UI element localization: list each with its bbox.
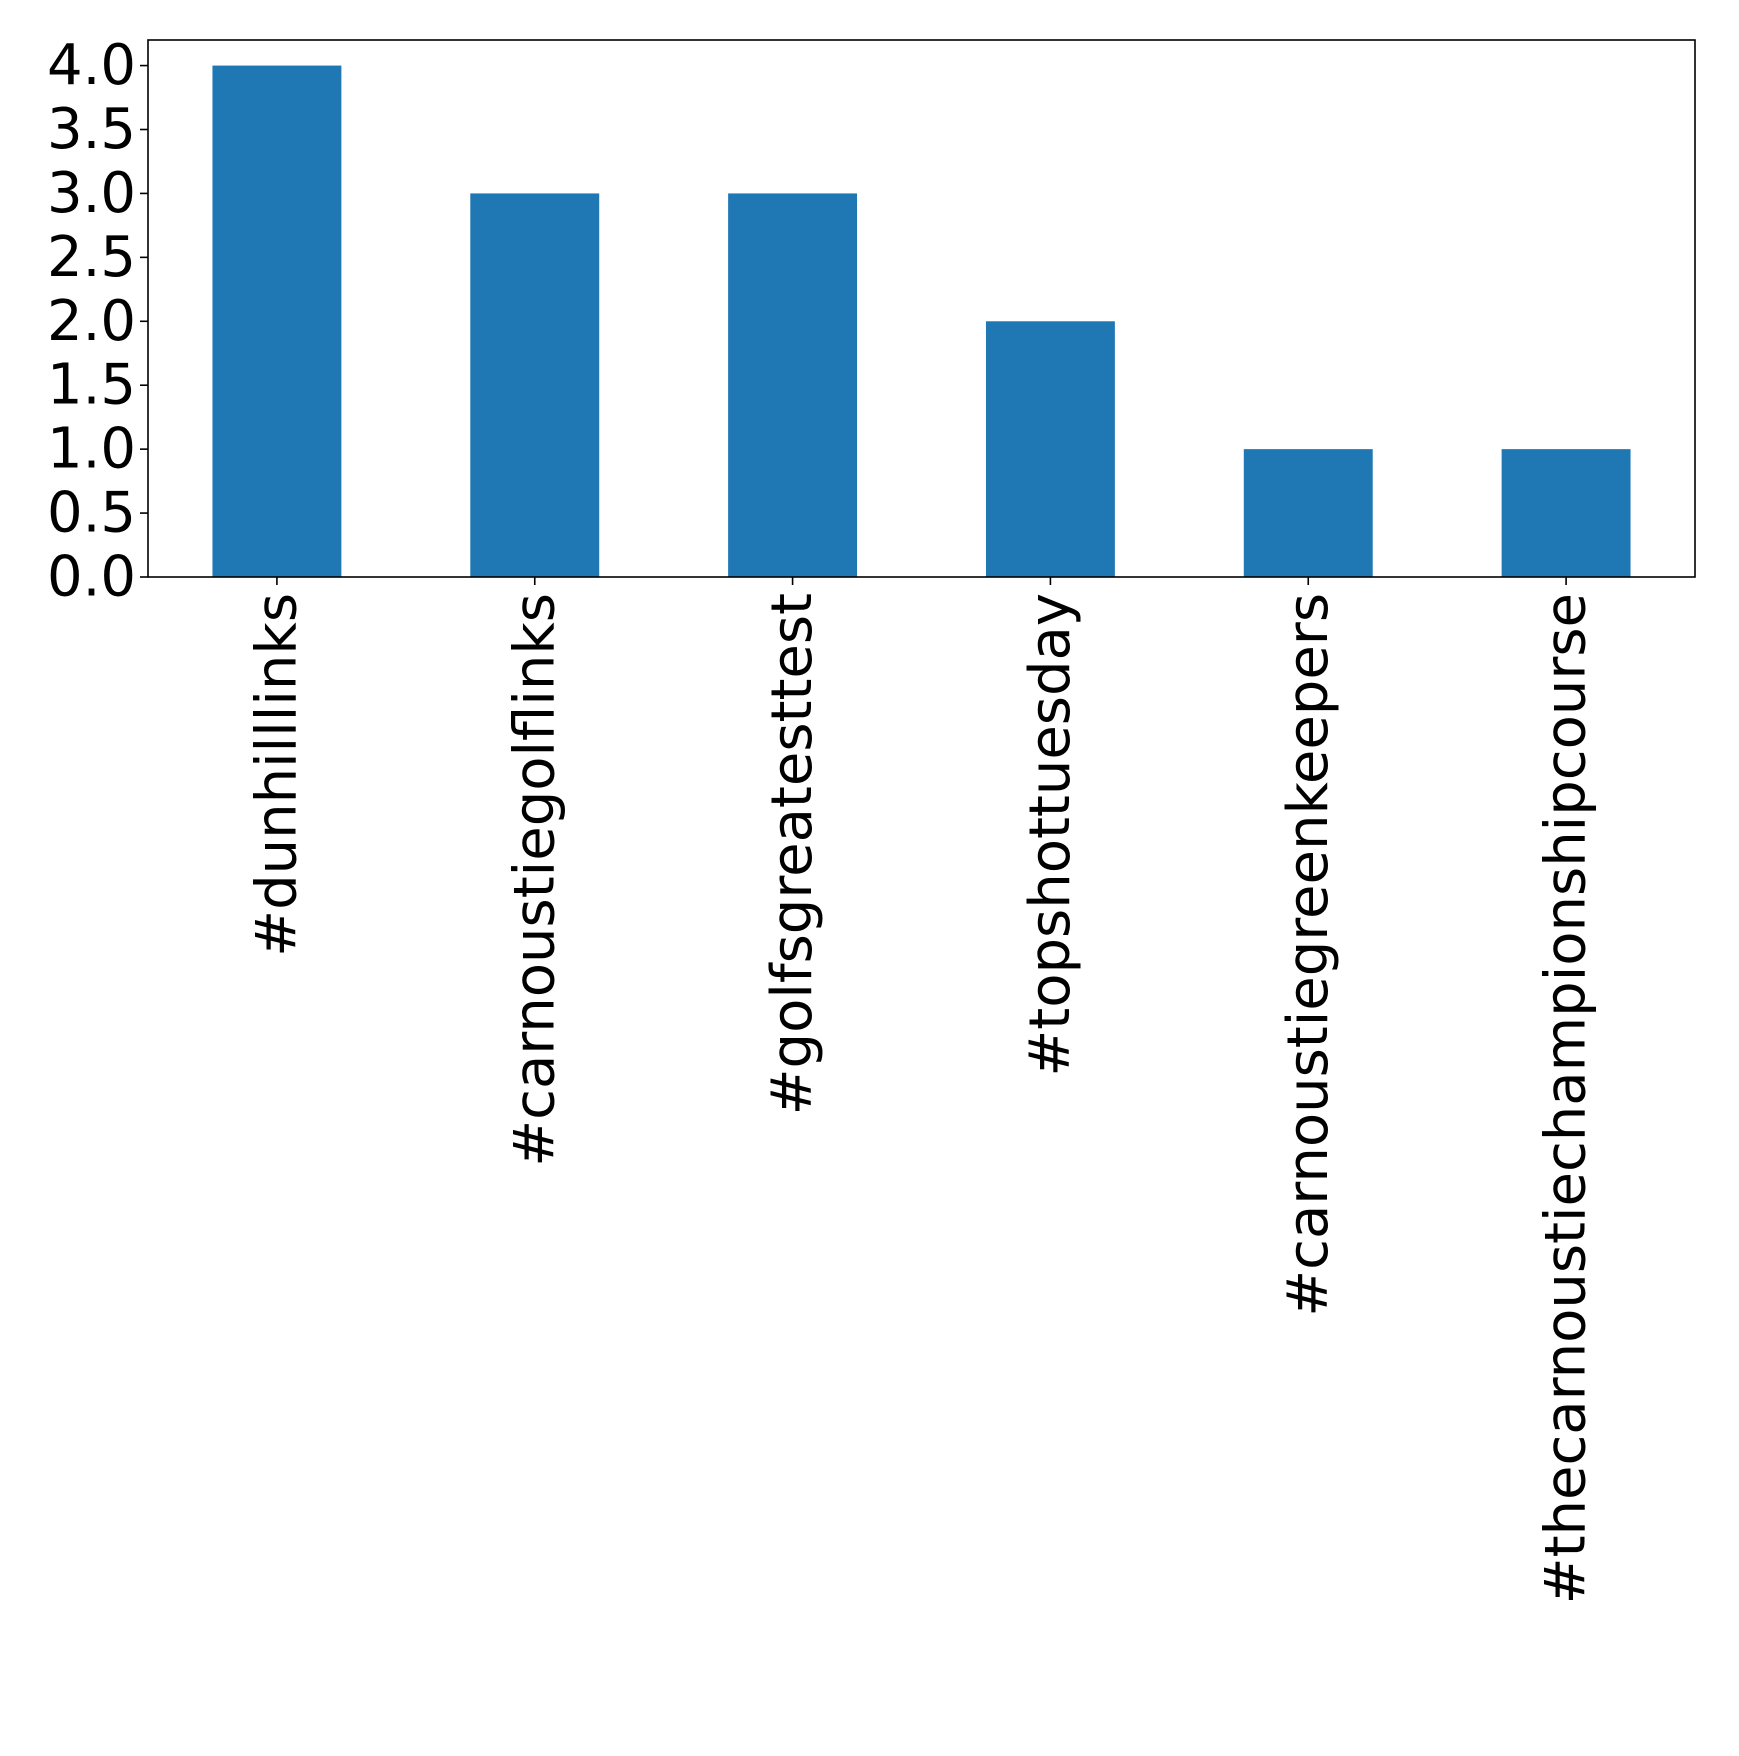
y-tick-label-0: 0.0 (47, 545, 136, 610)
x-tick-label-0: #dunhilllinks (244, 593, 309, 957)
x-tick-label-1: #carnoustiegolflinks (502, 593, 567, 1167)
y-tick-label-5: 2.5 (47, 225, 136, 290)
bar-0 (212, 65, 342, 578)
y-tick-label-4: 2.0 (47, 289, 136, 354)
bar-3 (985, 321, 1115, 577)
bar-4 (1243, 449, 1373, 577)
y-tick-label-1: 0.5 (47, 481, 136, 546)
x-tick-label-2: #golfsgreatesttest (760, 593, 825, 1115)
y-tick-label-7: 3.5 (47, 97, 136, 162)
bar-2 (728, 193, 858, 577)
y-axis: 0.00.51.01.52.02.53.03.54.0 (47, 33, 148, 610)
y-tick-label-2: 1.0 (47, 417, 136, 482)
bar-5 (1501, 449, 1631, 577)
y-tick-label-6: 3.0 (47, 161, 136, 226)
y-tick-label-3: 1.5 (47, 353, 136, 418)
x-axis: #dunhilllinks #carnoustiegolflinks #golfsg… (244, 577, 1599, 1604)
y-tick-label-8: 4.0 (47, 33, 136, 98)
x-tick-label-3: #topshottuesday (1018, 593, 1083, 1077)
bars-group (212, 65, 1631, 578)
bar-1 (470, 193, 600, 577)
plot-frame (147, 39, 1696, 578)
x-tick-label-4: #carnoustiegreenkeepers (1276, 593, 1341, 1317)
x-tick-label-5: #thecarnoustiechampionshipcourse (1534, 593, 1599, 1604)
